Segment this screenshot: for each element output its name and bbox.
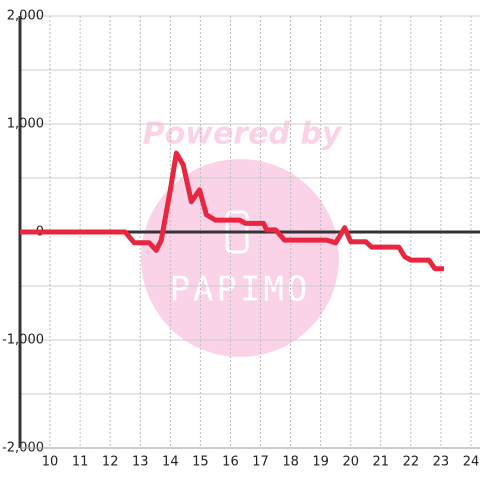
x-tick-label: 10 xyxy=(42,455,59,470)
watermark-top: Powered by xyxy=(143,117,343,152)
x-tick-label: 19 xyxy=(312,455,329,470)
series-line xyxy=(20,150,444,272)
x-tick-label: 18 xyxy=(282,455,299,470)
y-tick-label: 2,000 xyxy=(7,9,44,24)
x-tick-label: 20 xyxy=(342,455,359,470)
watermark-brand: PAPIMO xyxy=(170,270,311,310)
y-tick-label: 1,000 xyxy=(7,117,44,132)
x-tick-label: 15 xyxy=(192,455,209,470)
y-tick-label: -1,000 xyxy=(2,333,44,348)
x-tick-label: 17 xyxy=(252,455,269,470)
x-tick-label: 14 xyxy=(162,455,179,470)
x-tick-label: 23 xyxy=(433,455,450,470)
watermark-circle xyxy=(141,159,339,357)
x-tick-label: 21 xyxy=(373,455,390,470)
x-tick-label: 12 xyxy=(102,455,119,470)
x-tick-label: 22 xyxy=(403,455,420,470)
x-tick-label: 13 xyxy=(132,455,149,470)
x-tick-label: 16 xyxy=(222,455,239,470)
x-tick-label: 24 xyxy=(463,455,480,470)
watermark: Powered by PAPIMO xyxy=(141,117,343,357)
x-tick-label: 11 xyxy=(72,455,89,470)
